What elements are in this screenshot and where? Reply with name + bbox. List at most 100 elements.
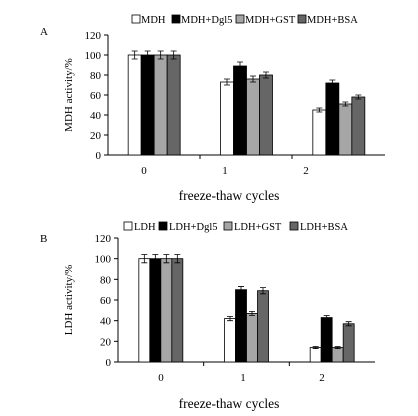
legend-label-ldh-gst: LDH+GST (234, 222, 282, 233)
y-tick-label: 60 (100, 295, 112, 307)
error-bar-b-s2-c2 (334, 346, 341, 349)
error-bar-a-s0-c0 (131, 50, 138, 60)
bar-a-s1-c1 (233, 65, 247, 156)
bar-b-s3-c2 (342, 323, 355, 363)
bar-a-s0-c1 (220, 81, 234, 156)
error-bar-a-s2-c0 (157, 50, 164, 60)
error-bar-b-s0-c2 (312, 346, 319, 349)
error-bar-a-s2-c1 (250, 75, 256, 83)
legend-label-ldh-dgl5: LDH+Dgl5 (169, 222, 218, 233)
legend-item-ldh-bsa: LDH+BSA (289, 221, 348, 233)
y-tick-label: 40 (90, 110, 102, 122)
legend-swatch-ldh-bsa (289, 221, 299, 231)
bar-b-s0-c1 (224, 318, 236, 363)
y-tick-label: 80 (90, 70, 102, 82)
bar-b-s2-c0 (160, 258, 173, 363)
bar-b-s3-c1 (257, 290, 269, 363)
error-bar-a-s3-c0 (170, 50, 177, 60)
legend-label-ldh-bsa: LDH+BSA (300, 222, 348, 233)
y-axis-b: 0 20 40 60 80 100 120 (95, 233, 119, 369)
y-tick-label: 60 (90, 90, 102, 102)
bar-b-s0-c2 (309, 347, 322, 363)
error-bar-a-s1-c0 (144, 50, 151, 60)
bars-b (138, 254, 355, 363)
legend-swatch-mdh (131, 14, 141, 24)
legend-a: MDH MDH+Dgl5 MDH+GST MDH+BSA (131, 14, 358, 26)
chart-panel-b: B LDH LDH+Dgl5 LDH+GST LDH+BSA LDH activ… (40, 221, 375, 411)
legend-item-ldh-gst: LDH+GST (223, 221, 282, 233)
bar-a-s0-c2 (312, 109, 327, 156)
x-tick-label: 1 (222, 165, 228, 177)
bar-b-s3-c0 (171, 258, 184, 363)
bar-b-s1-c1 (235, 289, 247, 363)
legend-item-mdh: MDH (131, 14, 166, 26)
error-bar-b-s1-c1 (238, 286, 244, 294)
error-bar-b-s2-c0 (163, 254, 170, 264)
bar-a-s2-c0 (153, 54, 168, 156)
error-bar-b-s3-c1 (260, 287, 266, 295)
error-bar-b-s0-c1 (227, 316, 233, 322)
bar-a-s3-c2 (351, 96, 366, 156)
bar-a-s3-c1 (259, 74, 273, 156)
error-bar-b-s1-c2 (323, 315, 330, 321)
bars-a (127, 50, 366, 156)
legend-swatch-ldh-gst (223, 221, 233, 231)
x-tick-label: 0 (158, 372, 164, 384)
bar-b-s1-c0 (149, 258, 162, 363)
legend-swatch-ldh (123, 221, 133, 231)
bar-b-s2-c2 (331, 347, 344, 363)
error-bar-b-s1-c0 (152, 254, 159, 264)
chart-panel-a: A MDH MDH+Dgl5 MDH+GST MDH+BSA MDH activ… (40, 14, 385, 203)
error-bar-b-s3-c2 (345, 321, 352, 327)
error-bar-a-s3-c1 (263, 71, 269, 79)
legend-item-mdh-gst: MDH+GST (235, 14, 296, 26)
y-tick-label: 40 (100, 316, 112, 328)
bar-a-s2-c2 (338, 103, 353, 156)
error-bar-a-s2-c2 (342, 101, 349, 107)
x-axis-a: 0 1 2 (108, 154, 385, 177)
legend-item-ldh-dgl5: LDH+Dgl5 (158, 221, 218, 233)
bar-a-s0-c0 (127, 54, 142, 156)
y-tick-label: 120 (85, 30, 102, 42)
panel-label-b: B (40, 233, 47, 245)
y-tick-label: 120 (95, 233, 112, 245)
x-tick-label: 2 (319, 372, 325, 384)
bar-a-s1-c0 (140, 54, 155, 156)
bar-b-s0-c0 (138, 258, 151, 363)
y-tick-label: 20 (100, 336, 112, 348)
bar-b-s1-c2 (320, 317, 333, 363)
x-axis-title-b: freeze-thaw cycles (179, 396, 280, 411)
error-bar-b-s0-c0 (141, 254, 148, 264)
y-tick-label: 80 (100, 274, 112, 286)
error-bar-a-s1-c2 (329, 79, 336, 87)
error-bar-a-s1-c1 (237, 61, 243, 71)
legend-label-mdh-bsa: MDH+BSA (307, 15, 358, 26)
legend-swatch-mdh-bsa (297, 14, 307, 24)
y-ticks-a: 0 20 40 60 80 100 120 (85, 30, 108, 162)
bar-a-s3-c0 (166, 54, 181, 156)
legend-swatch-ldh-dgl5 (158, 221, 168, 231)
error-bar-b-s2-c1 (249, 310, 255, 316)
error-bar-a-s0-c1 (224, 78, 230, 86)
y-axis-title-a: MDH activity/% (63, 58, 75, 132)
x-tick-label: 0 (141, 165, 147, 177)
bar-b-s2-c1 (246, 313, 258, 363)
y-tick-label: 20 (90, 130, 102, 142)
y-tick-label: 100 (85, 50, 102, 62)
legend-b: LDH LDH+Dgl5 LDH+GST LDH+BSA (123, 221, 348, 233)
legend-label-mdh: MDH (141, 15, 166, 26)
y-axis-a: 0 20 40 60 80 100 120 (85, 30, 109, 162)
legend-swatch-mdh-dgl5 (171, 14, 181, 24)
error-bar-a-s0-c2 (316, 107, 323, 113)
legend-label-mdh-gst: MDH+GST (245, 15, 296, 26)
panel-label-a: A (40, 26, 48, 38)
legend-swatch-mdh-gst (235, 14, 245, 24)
legend-item-mdh-dgl5: MDH+Dgl5 (171, 14, 232, 26)
y-tick-label: 100 (95, 254, 112, 266)
x-tick-label: 1 (240, 372, 246, 384)
error-bar-b-s3-c0 (174, 254, 181, 264)
legend-item-mdh-bsa: MDH+BSA (297, 14, 358, 26)
y-axis-title-b: LDH activity/% (63, 265, 75, 336)
legend-item-ldh: LDH (123, 221, 156, 233)
